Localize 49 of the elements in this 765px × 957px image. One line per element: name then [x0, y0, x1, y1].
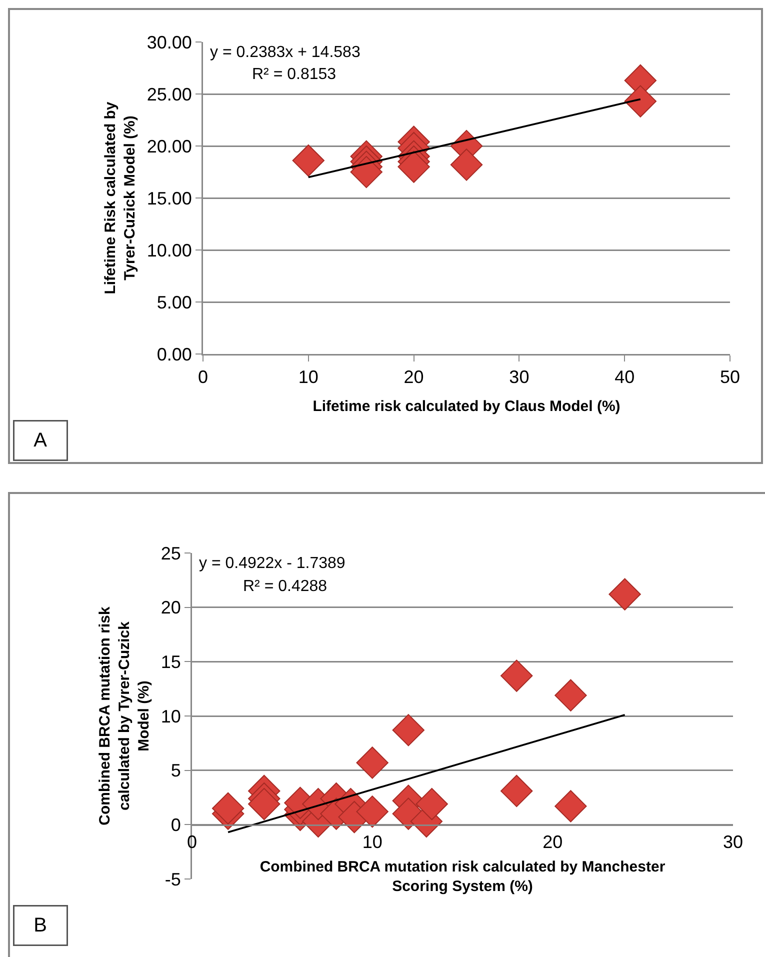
y-tick-label: 20 — [160, 598, 181, 618]
y-tick-label: 0.00 — [156, 344, 192, 364]
point — [392, 714, 424, 746]
point — [416, 788, 448, 820]
y-tick-label: 15 — [160, 652, 181, 672]
y-axis-title: Lifetime Risk calculated by Tyrer-Cuzick Model (%) — [102, 101, 138, 294]
annotation: y = 0.4922x - 1.7389 — [199, 555, 346, 572]
x-tick-label: 50 — [720, 367, 740, 388]
y-tick-label: 30.00 — [146, 32, 192, 52]
x-axis-title: Lifetime risk calculated by Claus Model (%) — [312, 398, 620, 415]
point — [212, 792, 244, 824]
text: A — [22, 430, 58, 452]
y-tick-label: 25.00 — [146, 84, 192, 104]
y-tick-label: 20.00 — [146, 136, 192, 156]
point — [398, 150, 430, 183]
y-tick-label: 15.00 — [146, 188, 192, 208]
x-tick-label: 20 — [542, 832, 563, 852]
point — [554, 679, 587, 712]
point — [356, 746, 388, 779]
point — [624, 85, 657, 118]
point — [500, 774, 533, 808]
x-tick-label: 30 — [722, 832, 744, 852]
annotation: R² = 0.8153 — [252, 66, 336, 83]
y-tick-label: 10 — [160, 706, 181, 726]
x-tick-label: 0 — [198, 367, 208, 388]
annotation: R² = 0.4288 — [243, 578, 328, 595]
point — [554, 790, 587, 822]
y-tick-label: 10.00 — [146, 240, 192, 260]
x-tick-label: 20 — [404, 367, 424, 388]
y-tick-label: 5 — [170, 760, 181, 781]
y-tick-label: -5 — [164, 869, 181, 890]
y-tick-label: 5.00 — [156, 292, 192, 312]
point — [350, 156, 382, 188]
x-tick-label: 10 — [298, 367, 318, 388]
y-tick-label: 0 — [170, 814, 181, 835]
x-axis-title: Combined BRCA mutation risk calculated by Manchester Scoring System (%) — [260, 858, 666, 896]
point — [292, 144, 324, 177]
annotation: y = 0.2383x + 14.583 — [210, 44, 360, 61]
point — [356, 796, 388, 828]
x-tick-label: 40 — [614, 367, 635, 388]
point — [608, 578, 641, 610]
text: B — [22, 914, 58, 936]
point — [248, 788, 280, 820]
point — [500, 660, 533, 692]
y-tick-label: 25 — [160, 543, 181, 564]
point — [450, 148, 483, 181]
y-axis-title: Combined BRCA mutation risk calculated by Tyrer-Cuzick Model (%) — [96, 606, 152, 826]
x-tick-label: 10 — [362, 832, 382, 852]
x-tick-label: 30 — [509, 367, 530, 388]
